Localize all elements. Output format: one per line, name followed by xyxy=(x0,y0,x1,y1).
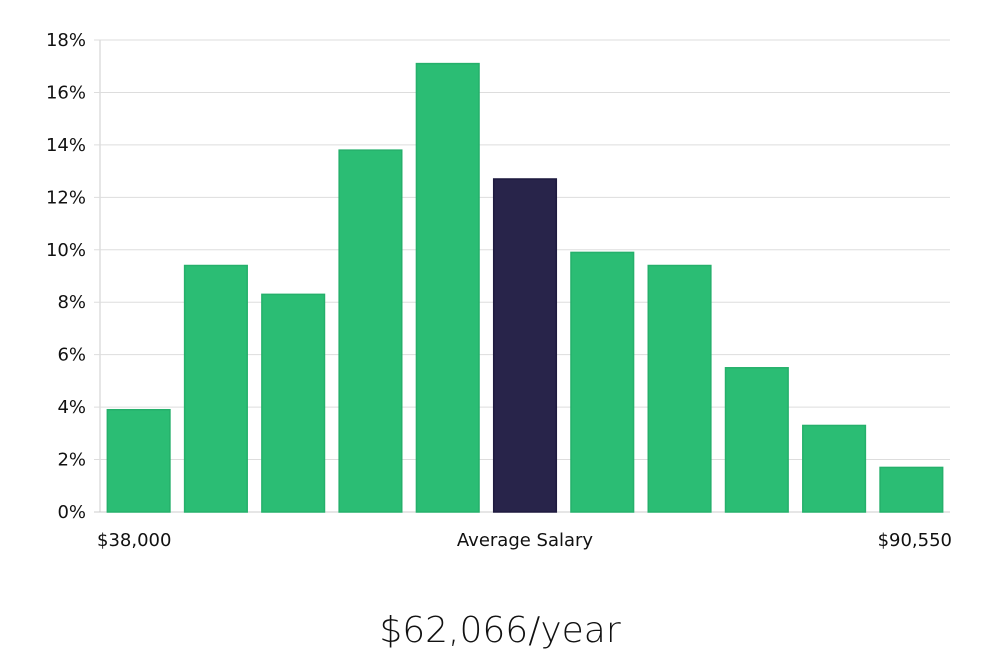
x-axis-label: Average Salary xyxy=(456,530,594,551)
bars xyxy=(106,62,944,513)
y-tick-label: 2% xyxy=(57,450,86,471)
x-min-label: $38,000 xyxy=(97,530,172,551)
bar xyxy=(879,466,944,513)
x-max-label: $90,550 xyxy=(877,530,952,551)
y-tick-label: 10% xyxy=(46,240,86,261)
y-axis-ticks: 0% 2% 4% 6% 8% 10% 12% 14% 16% 18% xyxy=(46,30,86,523)
y-tick-label: 8% xyxy=(57,292,86,313)
y-tick-label: 0% xyxy=(57,502,86,523)
bar xyxy=(724,367,789,513)
bar xyxy=(415,62,480,513)
bar xyxy=(106,408,171,513)
bar xyxy=(802,424,867,513)
bar xyxy=(570,251,635,513)
bar xyxy=(647,264,712,513)
y-tick-label: 12% xyxy=(46,187,86,208)
y-tick-label: 16% xyxy=(46,82,86,103)
y-tick-label: 4% xyxy=(57,397,86,418)
y-tick-label: 14% xyxy=(46,135,86,156)
salary-distribution-chart: 0% 2% 4% 6% 8% 10% 12% 14% 16% 18% xyxy=(46,30,950,523)
y-tick-label: 6% xyxy=(57,345,86,366)
bar xyxy=(183,264,248,513)
y-tick-label: 18% xyxy=(46,30,86,51)
bar xyxy=(338,149,403,513)
average-salary-value: $62,066/year xyxy=(379,610,621,651)
bar xyxy=(261,293,326,513)
bar-average xyxy=(492,178,558,513)
